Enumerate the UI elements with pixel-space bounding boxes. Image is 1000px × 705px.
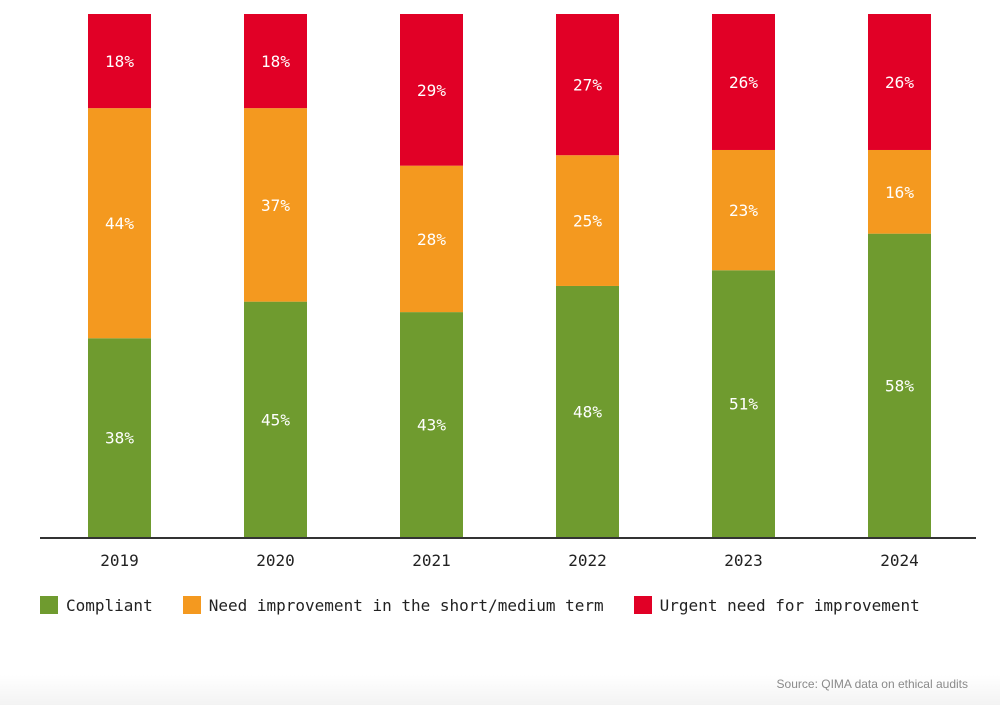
data-label-2020-urgent-need-for-improvement: 18% xyxy=(261,52,290,71)
x-tick-label-2020: 2020 xyxy=(256,551,295,570)
data-label-2020-need-improvement-in-the-short-medium-term: 37% xyxy=(261,196,290,215)
bar-segment-2019-compliant xyxy=(88,338,151,537)
data-label-2021-compliant: 43% xyxy=(417,416,446,435)
data-label-2023-compliant: 51% xyxy=(729,395,758,414)
x-tick-label-2021: 2021 xyxy=(412,551,451,570)
x-tick-label-2022: 2022 xyxy=(568,551,607,570)
bar-segment-2024-need-improvement-in-the-short-medium-term xyxy=(868,149,931,234)
source-note: Source: QIMA data on ethical audits xyxy=(776,677,968,691)
data-label-2020-compliant: 45% xyxy=(261,410,290,429)
data-label-2019-compliant: 38% xyxy=(105,429,134,448)
x-tick-label-2019: 2019 xyxy=(100,551,139,570)
bar-segment-2020-need-improvement-in-the-short-medium-term xyxy=(244,108,307,302)
data-label-2024-need-improvement-in-the-short-medium-term: 16% xyxy=(885,183,914,202)
bar-segment-2023-compliant xyxy=(712,270,775,537)
data-label-2024-compliant: 58% xyxy=(885,376,914,395)
bar-segment-2019-urgent-need-for-improvement xyxy=(88,14,151,109)
bar-labels-group: 38% 44% 18% 45% 37% 18% 43% 28% 29% 48% 25% 27% 51% 2… xyxy=(105,52,914,448)
x-tick-label-2024: 2024 xyxy=(880,551,919,570)
bar-segment-2021-compliant xyxy=(400,312,463,537)
data-label-2023-need-improvement-in-the-short-medium-term: 23% xyxy=(729,201,758,220)
bar-segment-2022-compliant xyxy=(556,285,619,537)
bar-segment-2023-need-improvement-in-the-short-medium-term xyxy=(712,149,775,271)
bottom-fade xyxy=(0,675,1000,705)
bar-segment-2022-need-improvement-in-the-short-medium-term xyxy=(556,155,619,286)
bar-segment-2021-urgent-need-for-improvement xyxy=(400,14,463,166)
bar-segment-2019-need-improvement-in-the-short-medium-term xyxy=(88,108,151,339)
data-label-2019-urgent-need-for-improvement: 18% xyxy=(105,52,134,71)
data-label-2022-urgent-need-for-improvement: 27% xyxy=(573,76,602,95)
bar-segment-2020-urgent-need-for-improvement xyxy=(244,14,307,109)
data-label-2021-need-improvement-in-the-short-medium-term: 28% xyxy=(417,230,446,249)
legend-swatch-need-improvement xyxy=(182,596,201,614)
data-label-2022-need-improvement-in-the-short-medium-term: 25% xyxy=(573,212,602,231)
x-tick-labels-group: 2019 2020 2021 2022 2023 2024 xyxy=(100,551,919,570)
data-label-2024-urgent-need-for-improvement: 26% xyxy=(885,73,914,92)
x-tick-label-2023: 2023 xyxy=(724,551,763,570)
data-label-2022-compliant: 48% xyxy=(573,402,602,421)
bar-segment-2023-urgent-need-for-improvement xyxy=(712,14,775,150)
legend-label-urgent: Urgent need for improvement xyxy=(659,595,920,615)
bar-segment-2024-urgent-need-for-improvement xyxy=(868,14,931,150)
bar-segment-2024-compliant xyxy=(868,233,931,537)
legend-label-need-improvement: Need improvement in the short/medium ter… xyxy=(208,595,604,615)
bar-segment-2020-compliant xyxy=(244,301,307,537)
data-label-2021-urgent-need-for-improvement: 29% xyxy=(417,81,446,100)
bar-segment-2022-urgent-need-for-improvement xyxy=(556,14,619,156)
legend-label-compliant: Compliant xyxy=(66,595,153,615)
legend-item-compliant[interactable]: Compliant xyxy=(40,596,153,615)
legend-item-need-improvement[interactable]: Need improvement in the short/medium ter… xyxy=(182,595,604,615)
data-label-2023-urgent-need-for-improvement: 26% xyxy=(729,73,758,92)
legend-swatch-urgent xyxy=(633,596,652,614)
legend-item-urgent[interactable]: Urgent need for improvement xyxy=(633,595,920,615)
data-label-2019-need-improvement-in-the-short-medium-term: 44% xyxy=(105,214,134,233)
legend-swatch-compliant xyxy=(40,596,58,614)
legend: Compliant Need improvement in the short/… xyxy=(40,592,920,618)
bars-group xyxy=(88,14,931,537)
bar-segment-2021-need-improvement-in-the-short-medium-term xyxy=(400,165,463,313)
